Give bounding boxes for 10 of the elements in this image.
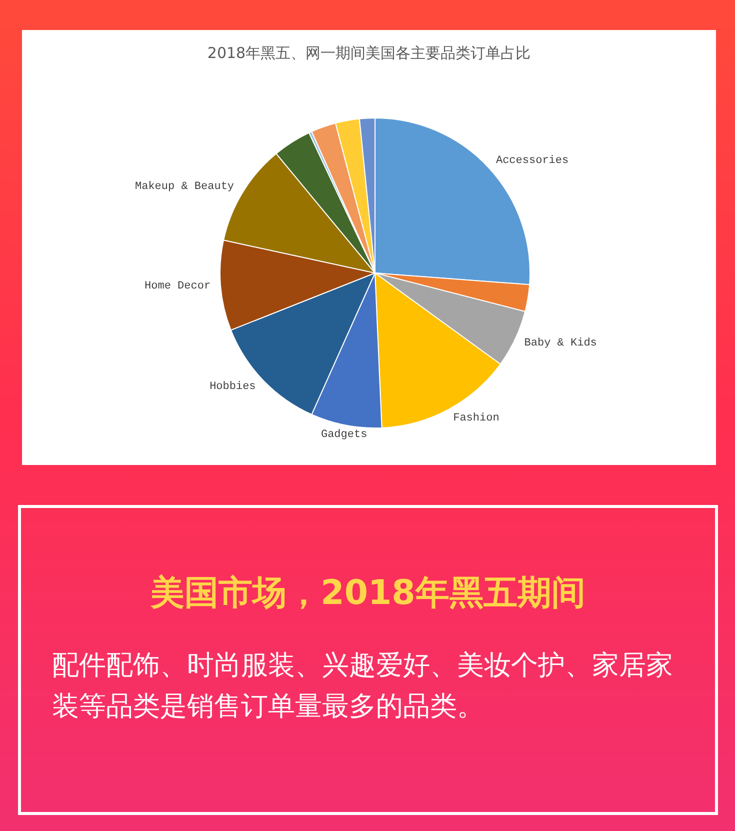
text: 配件配饰、时尚服装、兴趣爱好、美妆个护、家居家装等品类是销售订单量最多的品类。: [52, 649, 674, 724]
slice-label: Fashion: [453, 412, 500, 424]
slice-label: Makeup & Beauty: [135, 181, 234, 194]
text: 美国市场，2018年黑五期间: [149, 572, 586, 615]
slice-label: Hobbies: [210, 381, 256, 394]
slice-label: Baby & Kids: [524, 337, 597, 350]
slice-label: Home Decor: [144, 280, 211, 292]
slice-label: Accessories: [496, 154, 569, 167]
chart-title: 2018年黑五、网一期间美国各主要品类订单占比: [206, 44, 532, 63]
slice-label: Gadgets: [320, 429, 368, 442]
